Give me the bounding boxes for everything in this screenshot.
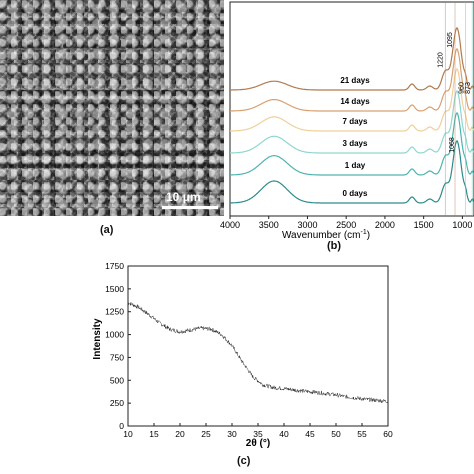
xrd-xlabel: 2θ (°): [246, 438, 270, 449]
xrd-ytick-label: 750: [110, 352, 124, 362]
ftir-series-label: 21 days: [340, 76, 370, 85]
scale-bar: [162, 206, 218, 209]
ftir-series-label: 0 days: [343, 189, 368, 198]
ftir-xtick-label: 4000: [220, 220, 240, 230]
ftir-xtick-label: 2000: [375, 220, 395, 230]
xrd-xtick-label: 40: [279, 429, 289, 439]
xrd-xtick-label: 15: [149, 429, 159, 439]
ftir-series-line: [230, 139, 474, 204]
ftir-series-line: [230, 89, 474, 154]
xrd-ylabel: Intensity: [92, 318, 103, 360]
panel-label-b: (b): [327, 240, 342, 252]
xrd-xtick-label: 35: [253, 429, 263, 439]
xrd-pattern-line: [127, 302, 389, 404]
xrd-xtick-label: 20: [175, 429, 185, 439]
ftir-peak-label: 1095: [447, 32, 454, 48]
xrd-xtick-label: 55: [357, 429, 367, 439]
xrd-ytick-label: 1750: [105, 261, 124, 271]
xrd-ytick-label: 500: [110, 375, 124, 385]
ftir-chart: 4000 3500 3000 2500 2000 1500 1000 0 days 1 day 3…: [220, 1, 474, 241]
xrd-chart: 10 15 20 25 30 35 40 45 50 55 60 0 250 500 750 1000 1250…: [92, 261, 393, 449]
ftir-series-label: 1 day: [345, 161, 366, 170]
ftir-peak-label: 1068: [449, 137, 456, 153]
xrd-xtick-label: 30: [227, 429, 237, 439]
ftir-frame: [229, 1, 474, 217]
ftir-series-line: [229, 47, 474, 112]
ftir-peak-label: 1220: [437, 52, 444, 68]
ftir-xtick-label: 1500: [414, 220, 434, 230]
ftir-xlabel: Wavenumber (cm-1): [282, 229, 370, 241]
xrd-ytick-label: 250: [110, 398, 124, 408]
xrd-xtick-label: 25: [201, 429, 211, 439]
ftir-series-label: 7 days: [343, 117, 368, 126]
xrd-ytick-label: 0: [119, 421, 124, 431]
xrd-frame: [127, 265, 389, 427]
ftir-peak-label: 960: [458, 82, 465, 94]
ftir-xtick-label: 1000: [452, 220, 472, 230]
panel-label-c: (c): [237, 455, 251, 467]
ftir-series-label: 14 days: [340, 97, 370, 106]
panel-label-a: (a): [100, 224, 114, 236]
xrd-xtick-label: 50: [331, 429, 341, 439]
xrd-xtick-label: 45: [305, 429, 315, 439]
xrd-ytick-label: 1000: [105, 330, 124, 340]
ftir-series-line: [230, 111, 474, 176]
sem-micrograph: [0, 0, 224, 216]
xrd-ytick-label: 1250: [105, 307, 124, 317]
ftir-xtick-label: 2500: [336, 220, 356, 230]
scale-label: 10 μm: [166, 190, 201, 204]
ftir-xtick-label: 3000: [297, 220, 317, 230]
xrd-xtick-label: 60: [383, 429, 393, 439]
ftir-series-label: 3 days: [343, 139, 368, 148]
xrd-ytick-label: 1500: [105, 284, 124, 294]
ftir-series-line: [230, 26, 474, 91]
xrd-xtick-label: 10: [123, 429, 133, 439]
ftir-xtick-label: 3500: [259, 220, 279, 230]
ftir-series-line: [230, 67, 474, 132]
ftir-peak-label: 873: [465, 82, 472, 94]
